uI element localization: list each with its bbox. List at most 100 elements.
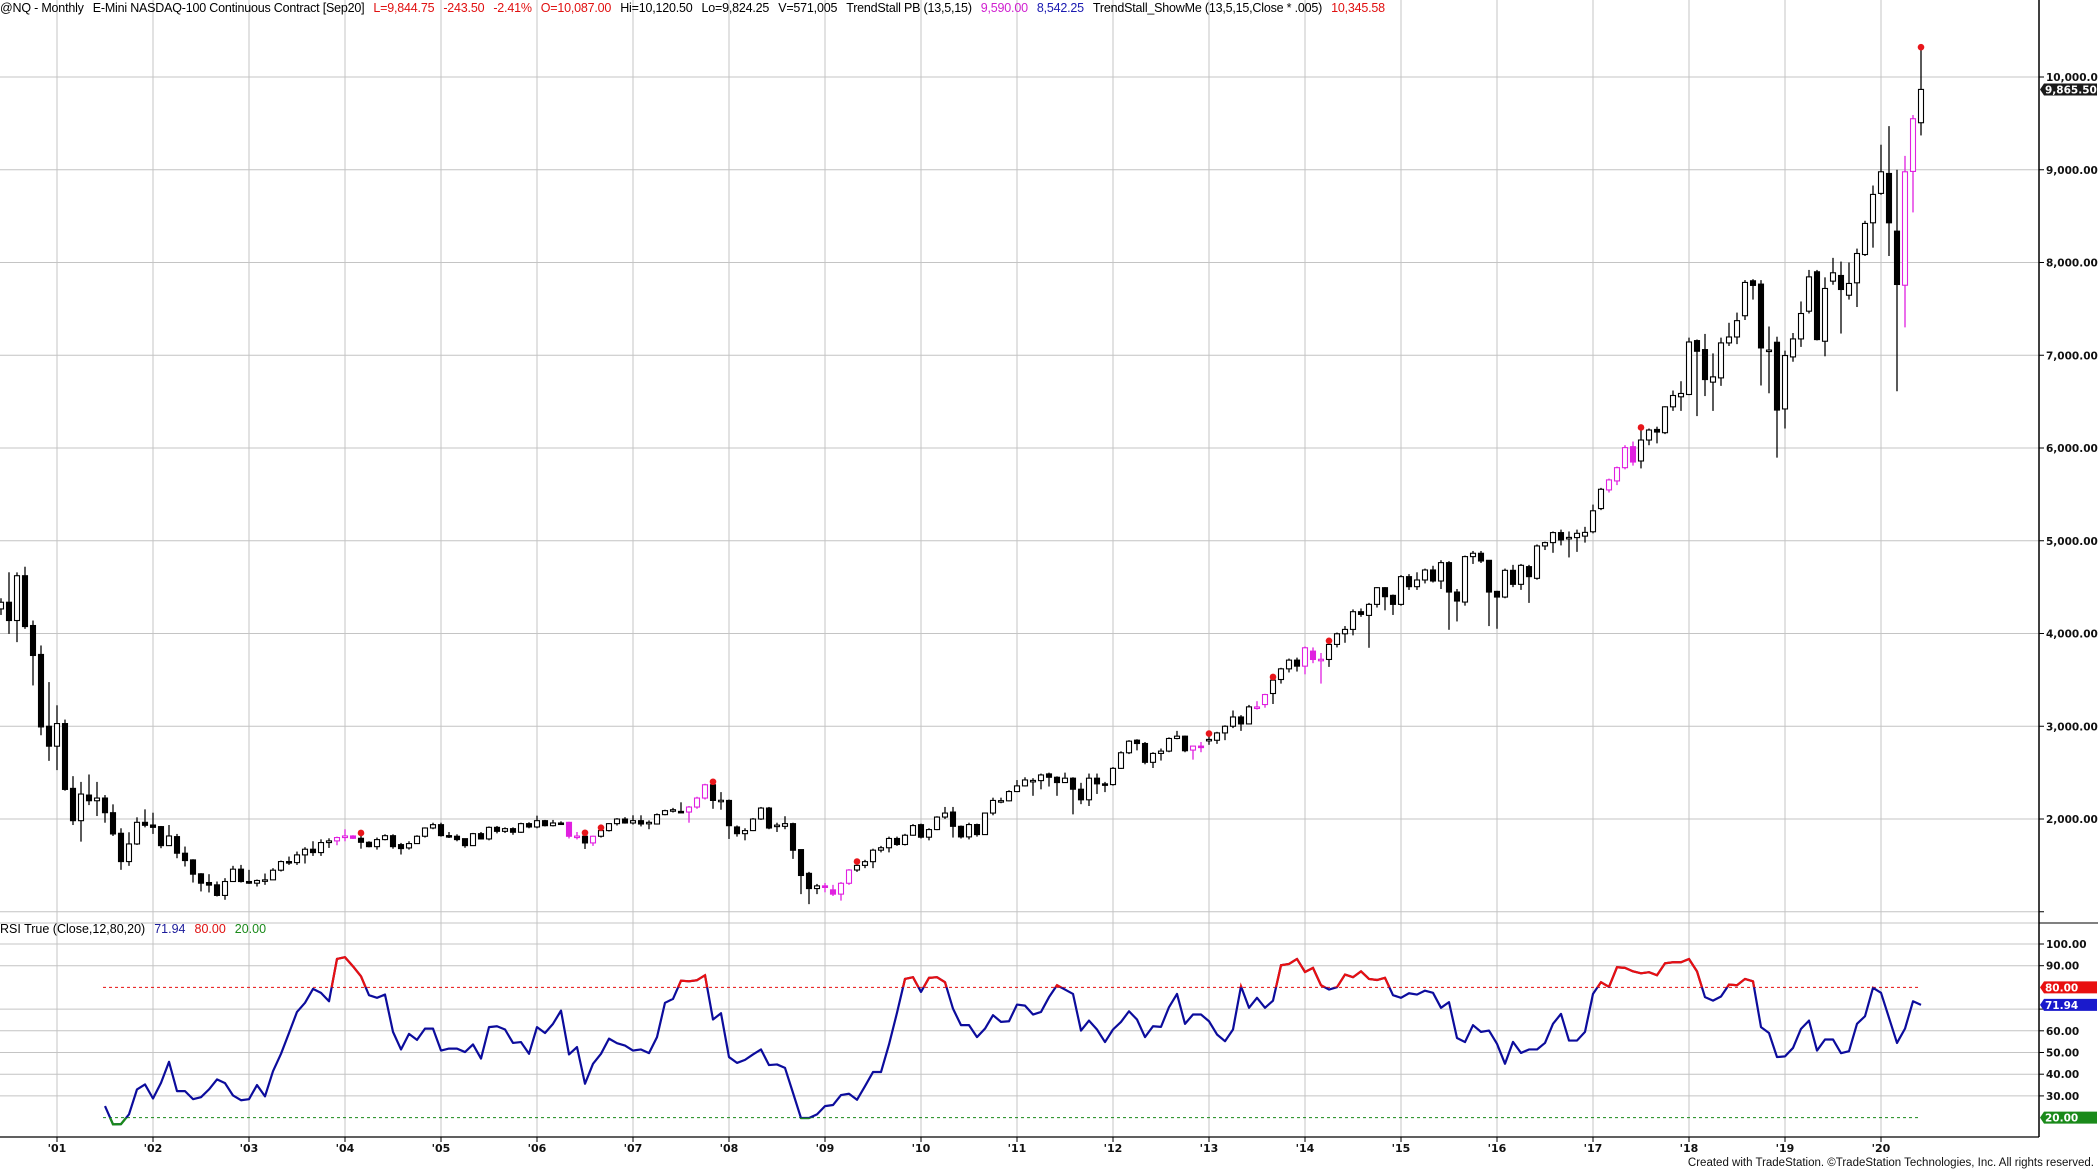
candle xyxy=(173,833,181,859)
candle-body xyxy=(1421,569,1429,581)
candle-body xyxy=(37,653,45,728)
x-tick-label: '08 xyxy=(720,1142,739,1155)
candle xyxy=(1413,572,1421,590)
candle-body xyxy=(1325,643,1333,661)
showme-dot xyxy=(1917,43,1925,51)
candle xyxy=(1221,725,1229,741)
candle xyxy=(429,822,437,830)
candle-body xyxy=(277,861,285,871)
candle-body xyxy=(1389,594,1397,605)
candle-body xyxy=(893,837,901,846)
candle xyxy=(573,831,581,840)
candle-body xyxy=(501,828,509,832)
candle xyxy=(1717,337,1725,386)
candle xyxy=(85,774,93,806)
candle-body xyxy=(1485,559,1493,593)
candle-body xyxy=(1437,562,1445,582)
candle xyxy=(477,831,485,840)
candle-body xyxy=(1021,779,1029,787)
candle xyxy=(637,815,645,827)
candle xyxy=(221,878,229,900)
candle xyxy=(21,566,29,629)
candle xyxy=(1077,782,1085,805)
candle xyxy=(1013,780,1021,793)
candle-body xyxy=(1501,569,1509,598)
candle xyxy=(1389,594,1397,615)
candle-body xyxy=(1109,767,1117,786)
candle xyxy=(1301,646,1309,675)
candle xyxy=(949,806,957,838)
candle xyxy=(1781,350,1789,429)
candle-body xyxy=(941,812,949,818)
candle xyxy=(781,816,789,830)
candle xyxy=(53,705,61,771)
candle xyxy=(1797,301,1805,347)
candle xyxy=(1549,531,1557,553)
candle xyxy=(845,869,853,885)
overbought-tag: 80.00 xyxy=(2040,981,2097,994)
candle-body xyxy=(533,820,541,828)
candle xyxy=(93,781,101,817)
candle xyxy=(821,882,829,893)
candle-body xyxy=(229,868,237,883)
candle xyxy=(645,820,653,830)
candle-body xyxy=(1853,252,1861,284)
rsi-tick-label: 30.00 xyxy=(2046,1091,2079,1103)
candle-body xyxy=(269,869,277,881)
x-tick-label: '20 xyxy=(1872,1142,1891,1155)
candle xyxy=(1037,773,1045,790)
candle-body xyxy=(901,834,909,846)
candle-body xyxy=(477,833,485,840)
candle xyxy=(381,834,389,841)
candle xyxy=(45,682,53,761)
candle-body xyxy=(565,821,573,837)
candle xyxy=(853,858,861,872)
candle xyxy=(149,812,157,834)
candle-body xyxy=(1525,566,1533,578)
rsi-legend: RSI True (Close,12,80,20) 71.94 80.00 20.00 xyxy=(0,922,275,936)
candle xyxy=(749,818,757,832)
candle-body xyxy=(1765,349,1773,353)
showme-dot xyxy=(357,829,365,837)
candle xyxy=(1357,608,1365,617)
candle-body xyxy=(1789,338,1797,358)
candle-body xyxy=(1733,320,1741,338)
candle-body xyxy=(813,885,821,890)
candle xyxy=(1805,269,1813,314)
candle xyxy=(1189,745,1197,760)
candle-body xyxy=(1805,276,1813,312)
candle xyxy=(309,841,317,856)
candle xyxy=(677,802,685,814)
candle xyxy=(805,871,813,905)
candle xyxy=(125,832,133,866)
candle xyxy=(1901,155,1909,328)
candle-body xyxy=(1269,679,1277,695)
y-tick-label: 9,000.00 xyxy=(2046,165,2098,177)
x-tick-label: '02 xyxy=(144,1142,163,1155)
candle xyxy=(69,776,77,826)
candle-body xyxy=(949,811,957,827)
candle-body xyxy=(1013,785,1021,793)
rsi-oversold: 20.00 xyxy=(234,922,267,936)
candle-body xyxy=(1293,659,1301,667)
candle xyxy=(1853,248,1861,308)
candle xyxy=(469,832,477,847)
candle xyxy=(1349,609,1357,636)
candle xyxy=(5,572,13,634)
candle-body xyxy=(1397,576,1405,605)
showme-dot xyxy=(1205,730,1213,737)
candle-body xyxy=(749,818,757,832)
showme-dot xyxy=(1269,673,1277,681)
candle-body xyxy=(1709,376,1717,383)
candle-body xyxy=(1781,354,1789,410)
candle xyxy=(653,813,661,825)
candle xyxy=(1485,559,1493,627)
candle-body xyxy=(1533,545,1541,579)
candle xyxy=(1789,332,1797,362)
candle xyxy=(957,825,965,839)
candle xyxy=(709,778,717,809)
candle xyxy=(445,831,453,839)
candle xyxy=(1821,277,1829,357)
candle-body xyxy=(149,824,157,828)
